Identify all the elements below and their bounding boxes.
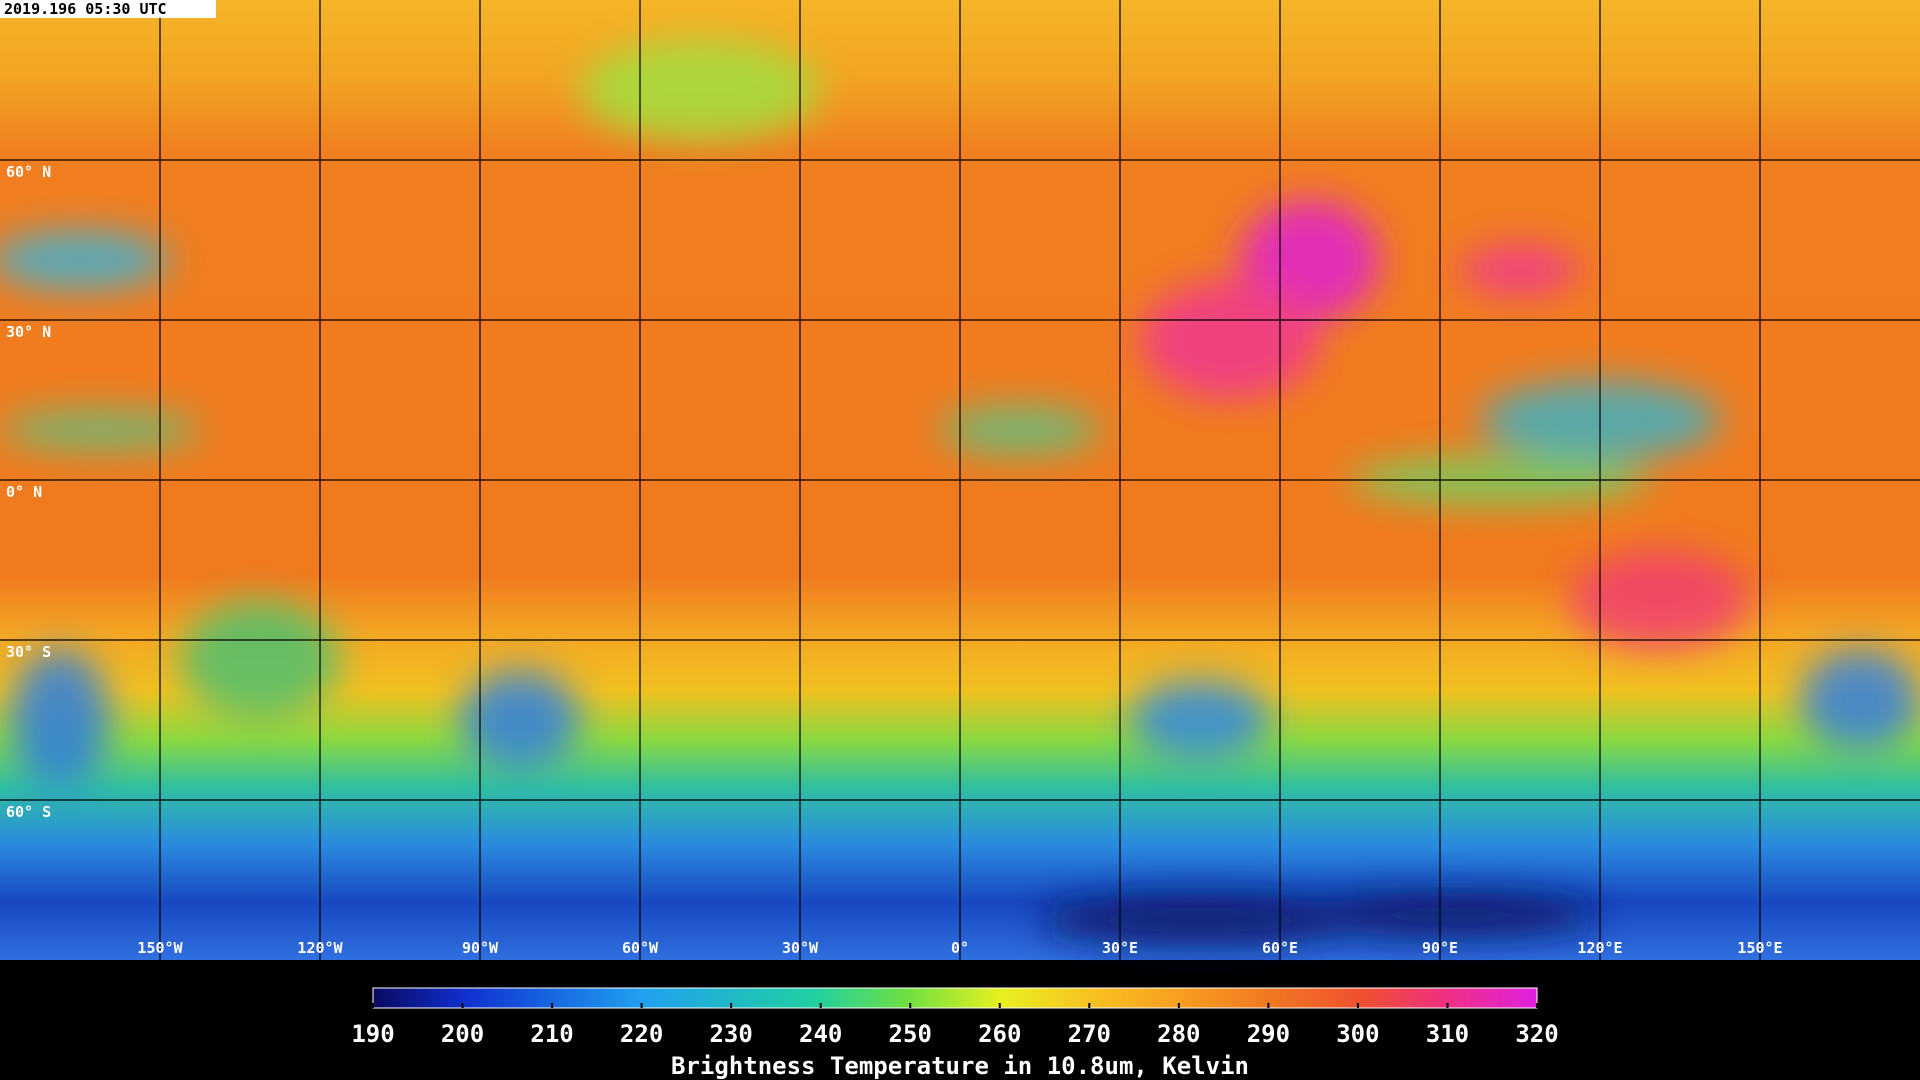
colorbar-tick-label: 230 [709,1020,752,1048]
longitude-label: 120°W [297,939,343,957]
colorbar-tick-label: 310 [1426,1020,1469,1048]
longitude-label: 120°E [1577,939,1622,957]
longitude-label: 30°W [782,939,819,957]
latitude-label: 30° N [6,323,51,341]
colorbar-tick-label: 290 [1247,1020,1290,1048]
colorbar-tick-label: 300 [1336,1020,1379,1048]
longitude-label: 150°W [137,939,183,957]
longitude-label: 90°E [1422,939,1458,957]
graticule: 60° N 30° N 0° N 30° S 60° S 150°W 120°W 90°W 60… [6,163,1783,957]
latitude-label: 60° N [6,163,51,181]
longitude-label: 0° [951,939,969,957]
colorbar-tick-label: 260 [978,1020,1021,1048]
latitude-label: 60° S [6,803,51,821]
colorbar-tick-label: 220 [620,1020,663,1048]
latitude-label: 0° N [6,483,42,501]
colorbar-tick-label: 190 [351,1020,394,1048]
longitude-label: 150°E [1737,939,1782,957]
longitude-label: 30°E [1102,939,1138,957]
colorbar-tick-label: 280 [1157,1020,1200,1048]
colorbar-tick-label: 210 [530,1020,573,1048]
colorbar-ticks: 190 200 210 220 230 240 250 260 270 280 290 300 310 3… [351,1003,1559,1048]
timestamp-box [0,0,216,18]
colorbar-tick-label: 270 [1068,1020,1111,1048]
longitude-label: 90°W [462,939,499,957]
timestamp: 2019.196 05:30 UTC [4,0,167,18]
colorbar-tick-label: 200 [441,1020,484,1048]
longitude-label: 60°E [1262,939,1298,957]
colorbar [372,987,1538,1009]
colorbar-tick-label: 250 [889,1020,932,1048]
colorbar-tick-label: 320 [1515,1020,1558,1048]
colorbar-label: Brightness Temperature in 10.8um, Kelvin [671,1052,1249,1080]
longitude-label: 60°W [622,939,659,957]
colorbar-tick-label: 240 [799,1020,842,1048]
latitude-label: 30° S [6,643,51,661]
